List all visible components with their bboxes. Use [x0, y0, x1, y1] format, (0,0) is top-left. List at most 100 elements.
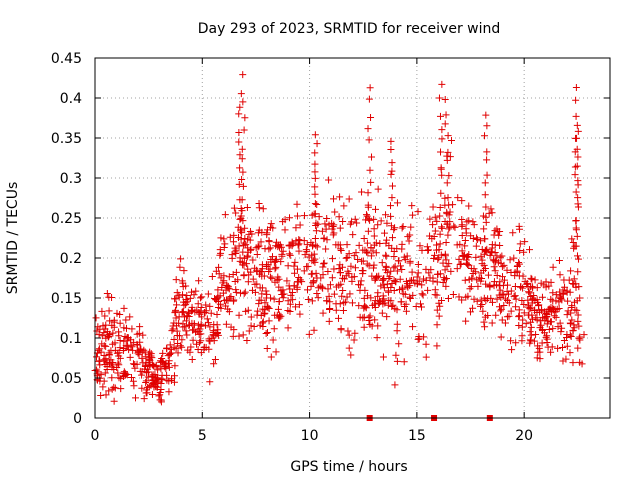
data-point [414, 208, 422, 216]
data-point [173, 301, 181, 309]
data-point [217, 234, 225, 242]
data-point [236, 289, 244, 297]
data-point [347, 262, 355, 270]
data-point [336, 224, 344, 232]
data-point [286, 285, 294, 293]
data-point [515, 313, 523, 321]
data-point [307, 282, 315, 290]
data-point [195, 277, 203, 285]
data-point [272, 348, 280, 356]
data-point [94, 323, 102, 331]
data-point [438, 171, 446, 179]
data-point [115, 332, 123, 340]
y-tick-label: 0.15 [51, 291, 82, 307]
data-point [368, 153, 376, 161]
data-point [325, 292, 333, 300]
data-point [247, 322, 255, 330]
data-point [366, 216, 374, 224]
data-point [110, 383, 118, 391]
data-point [535, 344, 543, 352]
data-point [398, 245, 406, 253]
data-point [238, 145, 246, 153]
data-point [232, 286, 240, 294]
data-point [525, 289, 533, 297]
data-point [387, 283, 395, 291]
data-point [574, 311, 582, 319]
data-point [205, 335, 213, 343]
data-point [155, 392, 163, 400]
data-point [527, 304, 535, 312]
data-point [483, 171, 491, 179]
data-point [99, 383, 107, 391]
data-point [374, 185, 382, 193]
data-point [444, 295, 452, 303]
data-point [480, 318, 488, 326]
data-point [338, 292, 346, 300]
data-point [567, 333, 575, 341]
data-point [260, 310, 268, 318]
data-point [312, 241, 320, 249]
data-point [423, 243, 431, 251]
data-point [214, 286, 222, 294]
data-point [322, 245, 330, 253]
data-point [113, 363, 121, 371]
data-point [258, 290, 266, 298]
data-point [336, 193, 344, 201]
data-point [311, 183, 319, 191]
data-point [103, 365, 111, 373]
data-point [261, 306, 269, 314]
data-point [296, 310, 304, 318]
data-point [285, 250, 293, 258]
data-point [210, 321, 218, 329]
data-point [404, 233, 412, 241]
data-point [422, 276, 430, 284]
data-point [292, 224, 300, 232]
data-point [559, 343, 567, 351]
data-point [350, 273, 358, 281]
data-point [448, 136, 456, 144]
data-point [400, 358, 408, 366]
data-point [292, 237, 300, 245]
data-point [121, 372, 129, 380]
data-point [249, 275, 257, 283]
data-point [482, 280, 490, 288]
data-point [265, 267, 273, 275]
data-point [370, 232, 378, 240]
data-point [206, 302, 214, 310]
data-point [398, 284, 406, 292]
data-point [480, 250, 488, 258]
data-point [125, 346, 133, 354]
data-point [111, 384, 119, 392]
data-point [101, 312, 109, 320]
data-point [254, 243, 262, 251]
data-point [319, 263, 327, 271]
data-point [267, 353, 275, 361]
data-point [466, 308, 474, 316]
data-point [445, 260, 453, 268]
x-tick-label: 15 [408, 428, 426, 444]
data-point [353, 219, 361, 227]
data-point [497, 307, 505, 315]
data-point [303, 286, 311, 294]
data-point [239, 261, 247, 269]
data-point [360, 234, 368, 242]
data-point [109, 329, 117, 337]
data-point [197, 337, 205, 345]
data-point [170, 378, 178, 386]
data-point [377, 282, 385, 290]
data-point [224, 297, 232, 305]
data-point [285, 282, 293, 290]
data-point [575, 334, 583, 342]
data-point [492, 311, 500, 319]
data-point [349, 231, 357, 239]
data-point [482, 247, 490, 255]
x-tick-label: 10 [301, 428, 319, 444]
data-point [218, 283, 226, 291]
data-point [388, 244, 396, 252]
data-point [477, 296, 485, 304]
data-point [419, 291, 427, 299]
data-point [436, 212, 444, 220]
data-point [387, 297, 395, 305]
data-point [379, 275, 387, 283]
data-point [319, 309, 327, 317]
